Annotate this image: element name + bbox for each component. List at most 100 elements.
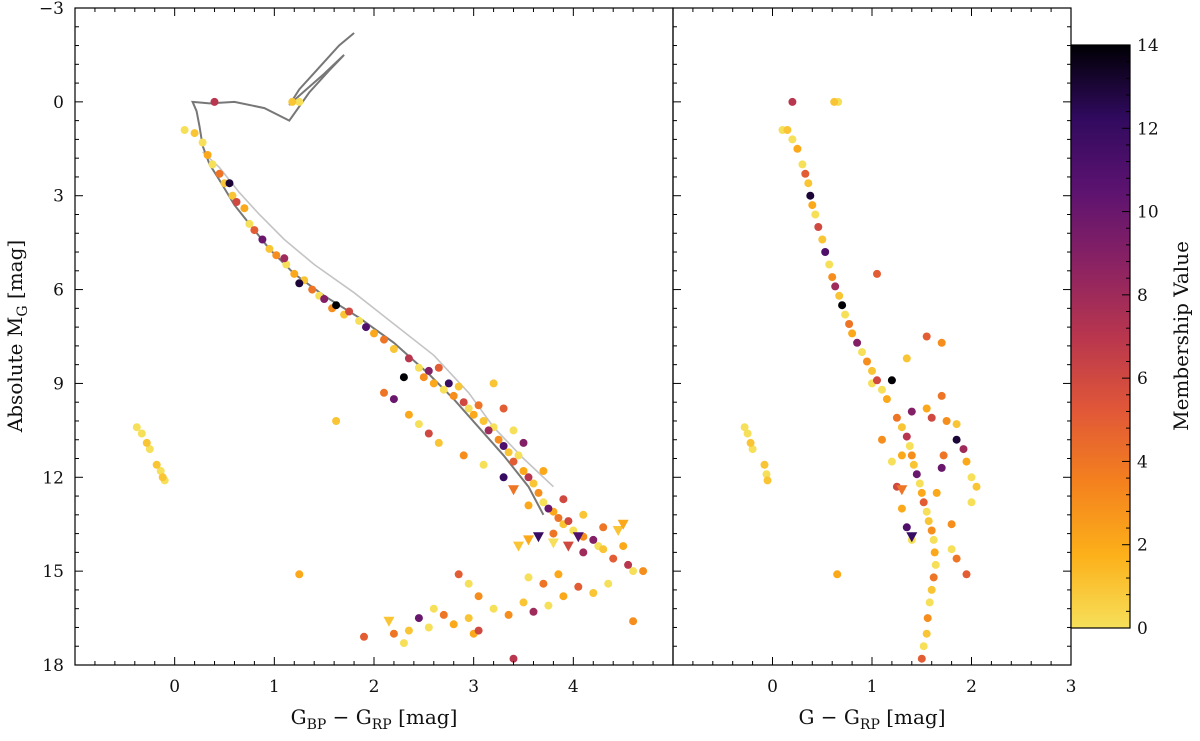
data-point — [439, 610, 448, 619]
data-point — [930, 548, 939, 557]
data-point — [215, 169, 224, 178]
data-point — [489, 604, 498, 613]
data-point — [629, 617, 638, 626]
data-point — [793, 144, 802, 153]
data-point — [907, 451, 916, 460]
data-point — [892, 413, 901, 422]
data-point — [399, 639, 408, 648]
data-point — [504, 610, 513, 619]
data-point — [434, 363, 443, 372]
data-point — [308, 285, 317, 294]
data-point — [142, 438, 151, 447]
data-point — [808, 201, 817, 210]
data-point — [897, 451, 906, 460]
data-point — [579, 548, 588, 557]
data-point — [604, 579, 613, 588]
data-point — [599, 545, 608, 554]
data-point — [454, 382, 463, 391]
data-point — [479, 460, 488, 469]
y-tick-label: 3 — [53, 187, 64, 207]
data-point — [619, 542, 628, 551]
data-point — [912, 470, 921, 479]
data-point — [389, 345, 398, 353]
upper-limit-point — [617, 519, 629, 530]
upper-limit-point — [547, 538, 559, 549]
y-tick-label: 6 — [53, 281, 64, 301]
left-scatter-points — [132, 97, 648, 663]
data-point — [902, 432, 911, 441]
data-point — [464, 579, 473, 588]
data-point — [295, 570, 304, 579]
data-point — [198, 138, 207, 147]
data-point — [454, 570, 463, 579]
x-tick-label: 4 — [568, 677, 579, 697]
data-point — [434, 438, 443, 447]
data-point — [821, 248, 830, 256]
data-point — [922, 507, 931, 516]
x-tick-label: 1 — [269, 677, 280, 697]
data-point — [529, 479, 538, 488]
data-point — [156, 467, 165, 475]
data-point — [380, 335, 388, 344]
data-point — [414, 420, 423, 429]
data-point — [554, 570, 563, 579]
data-point — [845, 320, 854, 328]
data-point — [629, 567, 638, 576]
data-point — [449, 391, 458, 400]
data-point — [228, 191, 237, 200]
data-point — [902, 354, 911, 363]
data-point — [265, 244, 274, 253]
data-point — [320, 295, 329, 303]
colorbar-tick-label: 12 — [1137, 119, 1159, 139]
data-point — [295, 279, 304, 288]
upper-limit-point — [562, 541, 574, 552]
data-point — [524, 573, 533, 582]
data-point — [947, 545, 956, 554]
colorbar-frame — [1070, 44, 1131, 629]
data-point — [833, 570, 842, 579]
x-tick-label: 2 — [369, 677, 380, 697]
data-point — [762, 470, 771, 479]
data-point — [907, 407, 916, 416]
data-point — [524, 501, 533, 510]
data-point — [474, 626, 483, 635]
data-point — [574, 582, 583, 591]
data-point — [924, 517, 933, 526]
data-point — [380, 388, 388, 397]
data-point — [509, 654, 518, 663]
y-tick-label: 18 — [42, 656, 64, 676]
colorbar: 0 2 4 6 8 10 12 14 Membership Value — [1070, 36, 1193, 639]
data-point — [917, 488, 926, 497]
colorbar-tick-label: 2 — [1137, 536, 1148, 556]
data-point — [389, 395, 398, 404]
data-point — [370, 329, 378, 338]
data-point — [853, 338, 862, 347]
data-point — [952, 554, 961, 563]
data-point — [355, 316, 364, 325]
data-point — [942, 417, 951, 425]
data-point — [922, 404, 931, 413]
data-point — [474, 401, 483, 410]
data-point — [419, 373, 428, 382]
data-point — [878, 385, 886, 394]
data-point — [818, 235, 827, 244]
data-point — [389, 629, 398, 638]
upper-limit-point — [612, 525, 624, 536]
data-point — [868, 366, 876, 375]
data-point — [564, 517, 573, 526]
data-point — [932, 488, 941, 497]
data-point — [783, 126, 792, 134]
data-point — [923, 614, 932, 623]
data-point — [240, 204, 249, 213]
data-point — [414, 614, 423, 623]
data-point — [404, 410, 413, 419]
left-x-axis-title: GBP − GRP [mag] — [291, 705, 458, 733]
data-point — [919, 642, 928, 651]
data-point — [439, 385, 448, 394]
data-point — [863, 357, 871, 366]
data-point — [848, 329, 857, 338]
x-tick-label: 3 — [1066, 677, 1077, 697]
data-point — [404, 626, 413, 635]
